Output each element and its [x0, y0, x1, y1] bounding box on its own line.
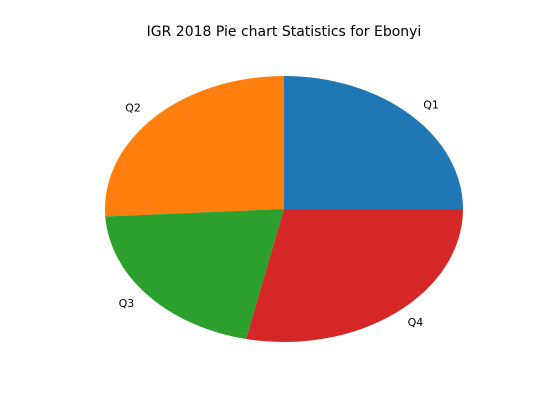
pie-slice-q4: [246, 209, 463, 342]
pie-slice-q1: [284, 76, 463, 209]
pie-label-q3: Q3: [119, 297, 135, 310]
pie-label-q2: Q2: [125, 102, 141, 115]
pie-label-q1: Q1: [423, 99, 439, 112]
pie-label-q4: Q4: [408, 316, 424, 329]
pie-slice-q2: [105, 76, 284, 217]
chart-title: IGR 2018 Pie chart Statistics for Ebonyi: [147, 24, 422, 40]
pie-slices: [105, 76, 463, 342]
